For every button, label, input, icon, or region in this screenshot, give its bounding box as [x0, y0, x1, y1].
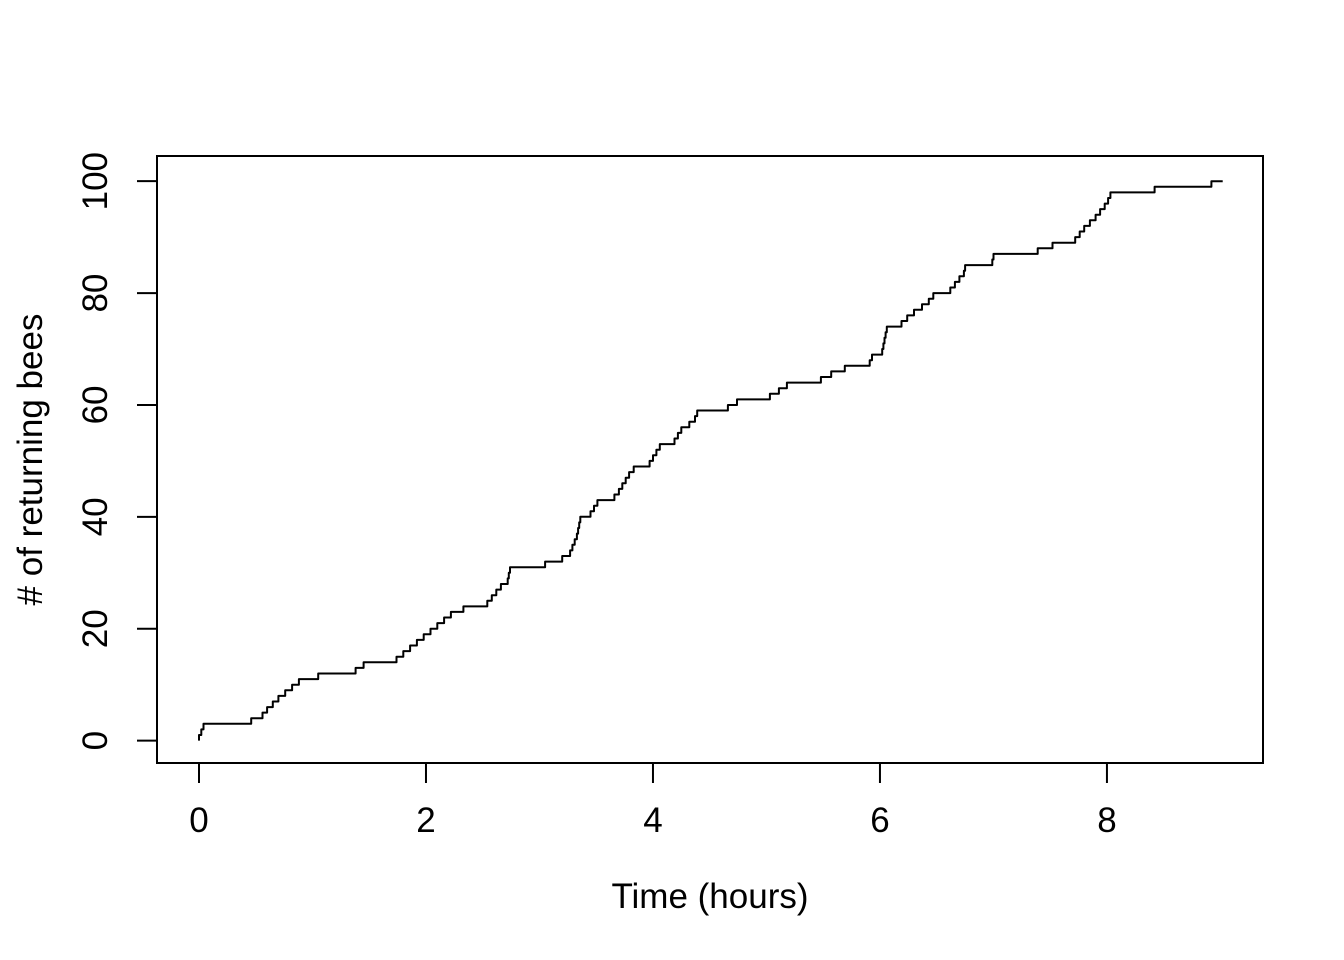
y-axis-tick-label: 80: [76, 274, 115, 313]
y-axis-tick-label: 0: [76, 731, 115, 750]
plot-box: [156, 155, 1264, 764]
y-axis-tick-label: 60: [76, 385, 115, 424]
x-axis-tick-label: 8: [1097, 801, 1116, 840]
cumulative-step-curve: [198, 180, 1223, 741]
x-axis-tick-label: 4: [643, 801, 662, 840]
y-axis-tick-label: 100: [76, 152, 115, 210]
y-axis-tick-label: 40: [76, 497, 115, 536]
x-axis-title: Time (hours): [611, 877, 808, 916]
x-axis-tick-label: 6: [870, 801, 889, 840]
y-axis-tick-label: 20: [76, 609, 115, 648]
x-axis-tick-label: 0: [189, 801, 208, 840]
y-axis-title: # of returning bees: [11, 314, 50, 606]
x-axis-tick-label: 2: [416, 801, 435, 840]
